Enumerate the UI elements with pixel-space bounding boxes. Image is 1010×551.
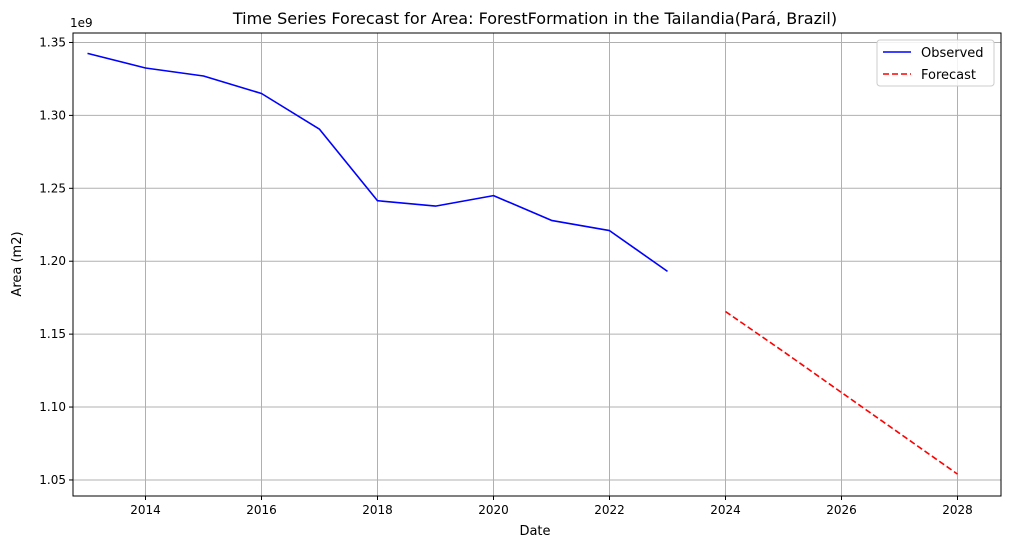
x-axis-label: Date: [519, 524, 550, 539]
y-tick-label: 1.30: [39, 108, 66, 122]
y-tick-label: 1.20: [39, 254, 66, 268]
legend: Observed Forecast: [876, 39, 995, 87]
x-tick-label: 2024: [710, 503, 741, 517]
y-axis-label: Area (m2): [10, 231, 25, 296]
y-tick-label: 1.25: [39, 181, 66, 195]
y-tick-label: 1.15: [39, 327, 66, 341]
plot-frame: [72, 32, 1002, 497]
series-line-observed: [87, 52, 668, 273]
series-line-forecast: [725, 310, 958, 475]
series: [87, 52, 958, 475]
grid: [73, 33, 1001, 496]
x-tick-label: 2020: [478, 503, 509, 517]
x-tick-label: 2018: [362, 503, 393, 517]
chart-title: Time Series Forecast for Area: ForestFor…: [232, 9, 837, 28]
y-offset-label: 1e9: [70, 16, 93, 30]
y-tick-label: 1.10: [39, 400, 66, 414]
legend-label-forecast: Forecast: [921, 68, 976, 83]
x-tick-label: 2014: [130, 503, 161, 517]
x-tick-label: 2028: [942, 503, 973, 517]
x-tick-label: 2022: [594, 503, 625, 517]
x-tick-label: 2026: [826, 503, 857, 517]
y-tick-label: 1.05: [39, 473, 66, 487]
x-tick-label: 2016: [246, 503, 277, 517]
ticks: 2014 2016 2018 2020 2022 2024 2026 2028 1.05 1.10…: [39, 35, 972, 517]
y-tick-label: 1.35: [39, 35, 66, 49]
legend-label-observed: Observed: [921, 46, 984, 61]
